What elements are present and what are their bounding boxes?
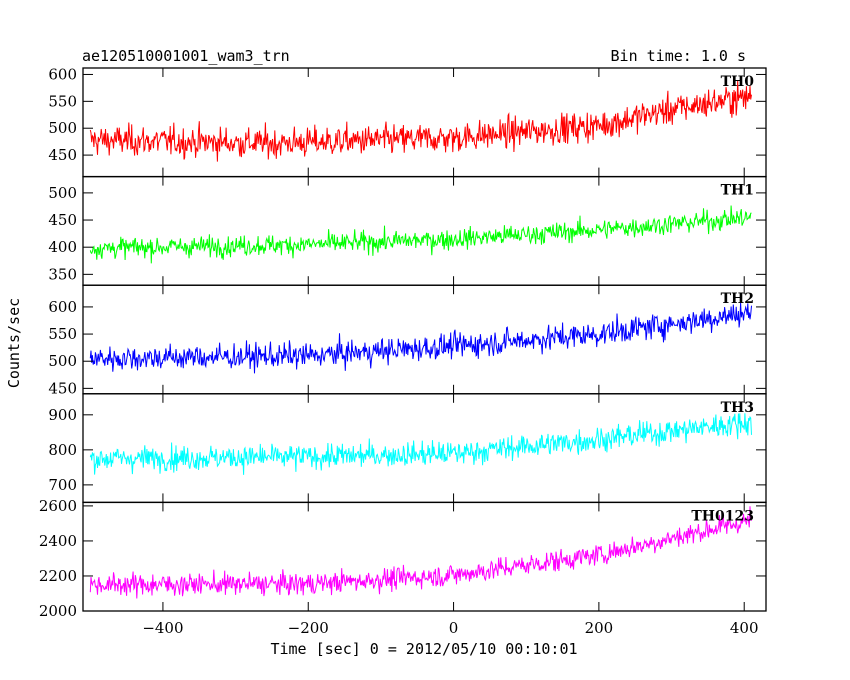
y-tick-label: 900: [48, 406, 77, 424]
x-tick-label: 400: [730, 619, 759, 637]
panel-label-th0123: TH0123: [691, 508, 754, 524]
y-tick-label: 2400: [39, 532, 77, 550]
panel-label-th2: TH2: [721, 291, 754, 307]
series-line-th3: [89, 413, 752, 475]
panel-frame: [82, 393, 767, 504]
y-tick-label: 550: [48, 325, 77, 343]
y-tick-label: 450: [48, 211, 77, 229]
x-axis-label: Time [sec] 0 = 2012/05/10 00:10:01: [270, 640, 577, 658]
y-tick-label: 2600: [39, 497, 77, 515]
x-tick-label: 0: [449, 619, 459, 637]
chart-title: ae120510001001_wam3_trn: [82, 47, 290, 65]
y-tick-label: 2200: [39, 567, 77, 585]
y-tick-label: 550: [48, 92, 77, 110]
panel-frame: [82, 501, 767, 612]
series-line-th0: [89, 80, 752, 162]
panel-label-th0: TH0: [721, 74, 755, 90]
y-tick-label: 500: [48, 184, 77, 202]
y-axis-label: Counts/sec: [5, 298, 23, 388]
y-tick-label: 450: [48, 379, 77, 397]
panel-label-th3: TH3: [721, 400, 754, 416]
y-tick-label: 350: [48, 265, 77, 283]
y-tick-label: 400: [48, 238, 77, 256]
x-tick-label: −200: [288, 619, 329, 637]
panel-label-th1: TH1: [721, 183, 754, 199]
y-tick-label: 700: [48, 476, 77, 494]
y-tick-label: 600: [48, 298, 77, 316]
y-tick-label: 800: [48, 441, 77, 459]
panels-group: 450 500 550 600 TH0 350 400 450 500 TH1 450 500 550 6…: [39, 65, 767, 637]
y-tick-label: 600: [48, 65, 77, 83]
series-line-th2: [89, 302, 752, 374]
x-tick-label: −400: [142, 619, 183, 637]
series-line-th0123: [89, 506, 752, 599]
bin-time-label: Bin time: 1.0 s: [611, 47, 746, 65]
y-tick-label: 500: [48, 119, 77, 137]
y-tick-label: 500: [48, 352, 77, 370]
x-tick-label: 200: [585, 619, 614, 637]
y-tick-label: 450: [48, 146, 77, 164]
y-tick-label: 2000: [39, 602, 77, 620]
series-line-th1: [89, 205, 752, 264]
